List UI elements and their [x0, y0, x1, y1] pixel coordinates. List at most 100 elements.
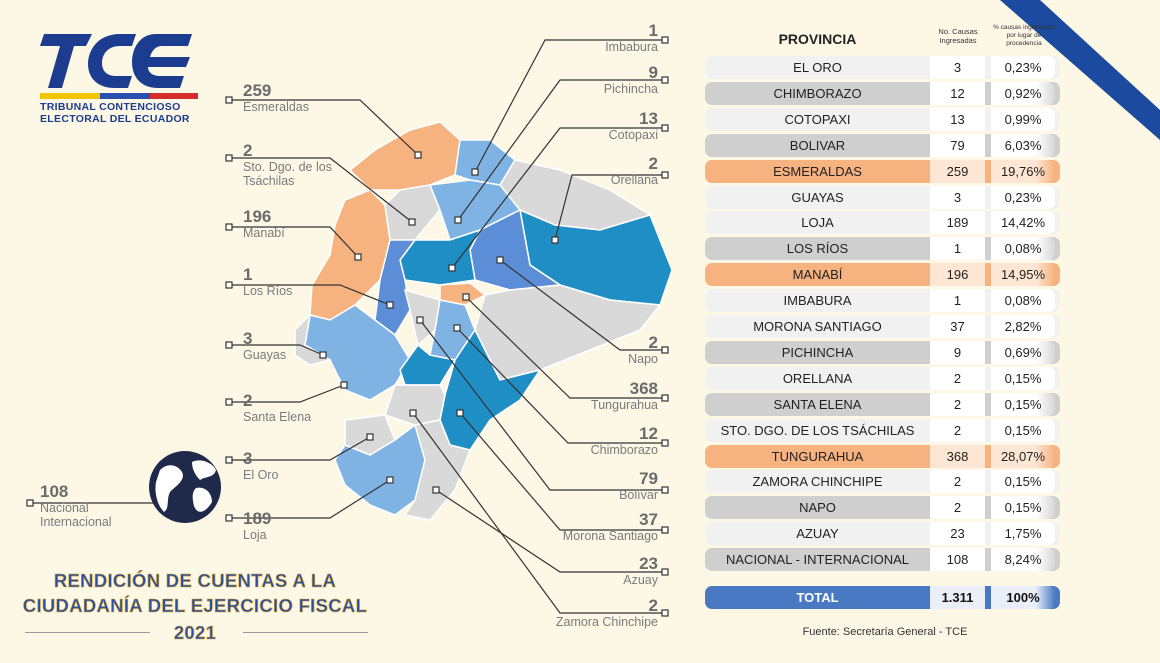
- region-azuay: [384, 384, 446, 426]
- total-percent: 100%: [991, 586, 1055, 609]
- province-name: TUNGURAHUA: [771, 449, 864, 464]
- causes-percent: 1,75%: [991, 522, 1055, 545]
- province-name: STO. DGO. DE LOS TSÁCHILAS: [720, 423, 915, 438]
- province-name: BOLIVAR: [789, 138, 846, 153]
- causes-count: 9: [930, 341, 985, 364]
- label-chimborazo: 12 Chimborazo: [590, 424, 658, 458]
- table-row-total: TOTAL 1.311 100%: [705, 586, 1060, 609]
- region-sto-domingo: [384, 184, 441, 241]
- divider-right: [243, 632, 368, 633]
- causes-count: 189: [930, 211, 985, 234]
- causes-percent: 0,15%: [991, 419, 1055, 442]
- province-name: MORONA SANTIAGO: [753, 319, 882, 334]
- tce-logo: [40, 34, 192, 88]
- table-header-provincia: PROVINCIA: [778, 31, 857, 47]
- region-zamora: [403, 419, 471, 521]
- logo-text-line1: TRIBUNAL CONTENCIOSO: [40, 101, 181, 113]
- province-name: NACIONAL - INTERNACIONAL: [726, 552, 909, 567]
- province-name: NAPO: [799, 500, 836, 515]
- causes-percent: 0,23%: [991, 186, 1055, 209]
- causes-percent: 0,92%: [991, 82, 1055, 105]
- province-name: ESMERALDAS: [773, 164, 862, 179]
- causes-percent: 8,24%: [991, 548, 1055, 571]
- table-row: EL ORO 3 0,23%: [705, 56, 1060, 79]
- province-name: MANABÍ: [792, 267, 843, 282]
- causes-count: 259: [930, 160, 985, 183]
- label-napo: 2 Napo: [628, 333, 658, 367]
- province-name: LOS RÍOS: [786, 241, 849, 256]
- globe-icon: [149, 451, 221, 523]
- total-label: TOTAL: [796, 590, 839, 605]
- causes-percent: 2,82%: [991, 315, 1055, 338]
- label-morona: 37 Morona Santiago: [562, 510, 658, 544]
- corner-ribbon: [1000, 0, 1160, 140]
- province-name: GUAYAS: [791, 190, 844, 205]
- causes-percent: 0,15%: [991, 470, 1055, 493]
- title-line1: RENDICIÓN DE CUENTAS A LA: [53, 570, 337, 592]
- table-row: SANTA ELENA 2 0,15%: [705, 393, 1060, 416]
- province-name: EL ORO: [793, 60, 842, 75]
- ecuador-map: [26, 36, 673, 617]
- causes-count: 79: [930, 134, 985, 157]
- causes-count: 37: [930, 315, 985, 338]
- label-nacional: 108 Nacional Internacional: [40, 482, 112, 530]
- table-row: ESMERALDAS 259 19,76%: [705, 160, 1060, 183]
- region-santa-elena: [294, 312, 332, 366]
- causes-percent: 0,08%: [991, 237, 1055, 260]
- table-row: PICHINCHA 9 0,69%: [705, 341, 1060, 364]
- logo-text-line2: ELECTORAL DEL ECUADOR: [40, 113, 190, 125]
- table-row: AZUAY 23 1,75%: [705, 522, 1060, 545]
- table-row: MANABÍ 196 14,95%: [705, 263, 1060, 286]
- causes-percent: 19,76%: [991, 160, 1055, 183]
- label-orellana: 2 Orellana: [610, 154, 658, 188]
- causes-count: 12: [930, 82, 985, 105]
- table-row: LOS RÍOS 1 0,08%: [705, 237, 1060, 260]
- causes-count: 13: [930, 108, 985, 131]
- label-santa-elena: 2 Santa Elena: [243, 391, 312, 425]
- causes-percent: 0,15%: [991, 367, 1055, 390]
- leader-lines: [30, 39, 665, 614]
- label-zamora: 2 Zamora Chinchipe: [555, 596, 658, 630]
- table-row: ORELLANA 2 0,15%: [705, 367, 1060, 390]
- causes-percent: 6,03%: [991, 134, 1055, 157]
- causes-count: 2: [930, 496, 985, 519]
- causes-count: 2: [930, 419, 985, 442]
- table-row: GUAYAS 3 0,23%: [705, 186, 1060, 209]
- label-tungurahua: 368 Tungurahua: [591, 379, 658, 413]
- leader-terminals: [26, 36, 669, 617]
- title-line2: CIUDADANÍA DEL EJERCICIO FISCAL: [22, 595, 368, 617]
- causes-count: 2: [930, 470, 985, 493]
- table-row: LOJA 189 14,42%: [705, 211, 1060, 234]
- causes-percent: 0,15%: [991, 393, 1055, 416]
- total-count: 1.311: [930, 586, 985, 609]
- table-row: CHIMBORAZO 12 0,92%: [705, 82, 1060, 105]
- table-row: COTOPAXI 13 0,99%: [705, 108, 1060, 131]
- label-manabi: 196 Manabí: [243, 207, 285, 241]
- province-name: AZUAY: [796, 526, 839, 541]
- table-header-causas: No. Causas Ingresadas: [938, 27, 978, 45]
- province-name: PICHINCHA: [781, 345, 854, 360]
- causes-percent: 0,15%: [991, 496, 1055, 519]
- label-loja: 189 Loja: [243, 509, 272, 543]
- label-pichincha: 9 Pichincha: [603, 63, 658, 97]
- title-line3: 2021: [173, 622, 217, 644]
- table-row: IMBABURA 1 0,08%: [705, 289, 1060, 312]
- table-row: ZAMORA CHINCHIPE 2 0,15%: [705, 470, 1060, 493]
- causes-percent: 0,69%: [991, 341, 1055, 364]
- divider-left: [25, 632, 150, 633]
- causes-count: 1: [930, 289, 985, 312]
- causes-count: 2: [930, 367, 985, 390]
- province-name: ORELLANA: [782, 371, 853, 386]
- causes-count: 368: [930, 445, 985, 468]
- label-bolivar: 79 Bolívar: [619, 469, 658, 503]
- table-row: NAPO 2 0,15%: [705, 496, 1060, 519]
- label-cotopaxi: 13 Cotopaxi: [608, 109, 658, 143]
- causes-percent: 0,08%: [991, 289, 1055, 312]
- causes-percent: 0,99%: [991, 108, 1055, 131]
- logo-flag-stripe: [40, 93, 198, 99]
- causes-percent: 14,42%: [991, 211, 1055, 234]
- causes-count: 23: [930, 522, 985, 545]
- table-row: STO. DGO. DE LOS TSÁCHILAS 2 0,15%: [705, 419, 1060, 442]
- causes-count: 196: [930, 263, 985, 286]
- causes-percent: 0,23%: [991, 56, 1055, 79]
